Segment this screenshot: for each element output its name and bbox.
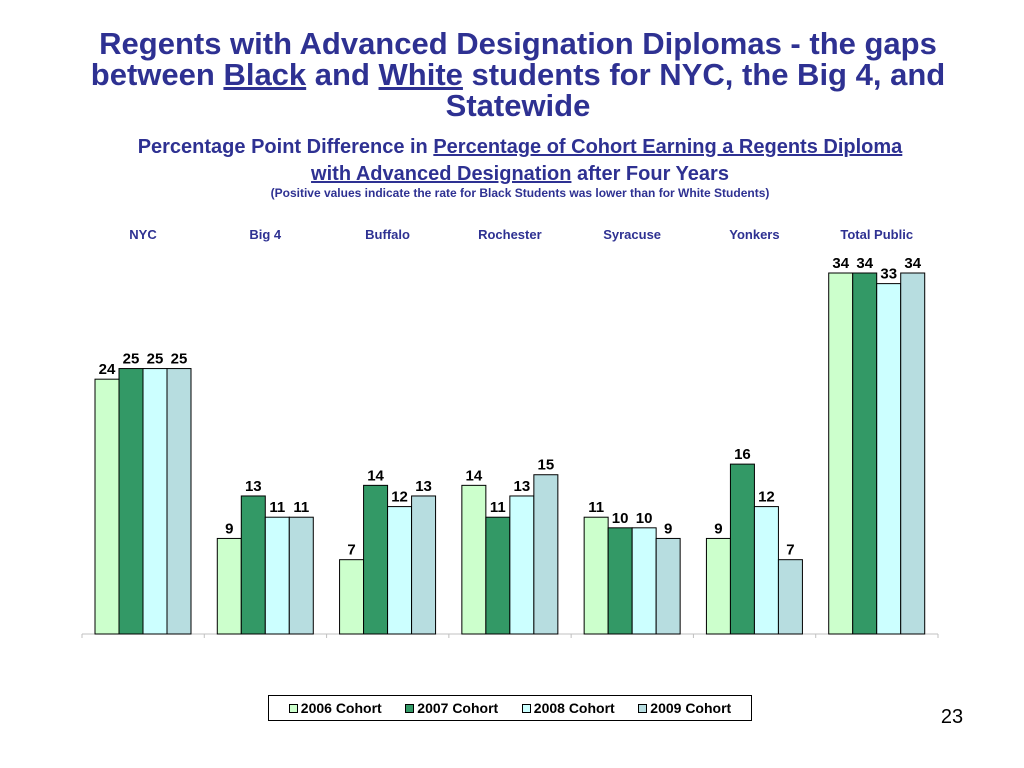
bar (216, 537, 242, 635)
legend-item: 2008 Cohort (521, 700, 615, 716)
bar (828, 272, 854, 635)
data-label: 34 (856, 255, 873, 272)
slide-title: Regents with Advanced Designation Diplom… (30, 28, 1006, 121)
data-label: 34 (904, 255, 921, 272)
legend-item: 2009 Cohort (638, 700, 731, 716)
subtitle-link-2: with Advanced Designation (311, 163, 572, 185)
bar (729, 463, 755, 635)
bar (655, 537, 681, 635)
bar (753, 506, 779, 635)
category-label: Rochester (478, 227, 542, 242)
bar (533, 474, 559, 635)
legend-swatch (405, 703, 415, 713)
data-label: 33 (880, 266, 897, 283)
category-label: Big 4 (249, 227, 282, 242)
data-label: 11 (588, 499, 604, 516)
data-label: 11 (269, 499, 285, 516)
title-line-2: between Black and White students for NYC… (30, 59, 1006, 90)
bar (339, 559, 365, 635)
legend-swatch (638, 703, 648, 713)
category-label: Syracuse (603, 227, 661, 242)
bar (607, 527, 633, 635)
bar (777, 559, 803, 635)
title-black: Black (223, 57, 307, 92)
subtitle-lead: Percentage Point Difference in (137, 136, 428, 158)
bar (363, 484, 389, 635)
data-label: 12 (391, 489, 408, 506)
data-label: 12 (758, 489, 775, 506)
bar (288, 516, 314, 635)
bar (411, 495, 437, 635)
title-line-3: Statewide (445, 88, 591, 123)
data-label: 14 (466, 467, 483, 484)
bar (264, 516, 290, 635)
data-label: 14 (367, 467, 384, 484)
legend-swatch (521, 703, 531, 713)
data-label: 34 (832, 255, 849, 272)
title-white: White (378, 57, 463, 92)
legend-label: 2009 Cohort (650, 700, 732, 716)
subtitle-tail: after Four Years (577, 163, 729, 185)
bar (485, 516, 511, 635)
data-label: 11 (490, 499, 506, 516)
data-label: 13 (514, 478, 531, 495)
data-label: 15 (538, 457, 555, 474)
data-label: 13 (245, 478, 262, 495)
page-number: 23 (940, 706, 964, 728)
data-label: 9 (664, 520, 672, 537)
bar (142, 368, 168, 635)
bar (166, 368, 192, 635)
data-label: 24 (99, 361, 116, 378)
legend-label: 2008 Cohort (533, 700, 615, 716)
bar (876, 283, 902, 635)
legend-label: 2007 Cohort (417, 700, 499, 716)
bar (509, 495, 535, 635)
bar (240, 495, 266, 635)
data-label: 25 (171, 351, 188, 368)
data-label: 7 (347, 542, 355, 559)
title-between: between (90, 57, 215, 92)
chart-note: (Positive values indicate the rate for B… (270, 186, 770, 200)
legend-item: 2007 Cohort (405, 700, 498, 716)
data-label: 16 (734, 446, 751, 463)
bar (705, 537, 731, 635)
bar (631, 527, 657, 635)
title-and: and (314, 57, 370, 92)
bar (900, 272, 926, 635)
subtitle-line-2: with Advanced Designation after Four Yea… (40, 161, 1000, 188)
data-label: 7 (786, 542, 794, 559)
chart-legend: 2006 Cohort 2007 Cohort 2008 Cohort 2009 Co… (268, 695, 752, 721)
title-rest: students for NYC, the Big 4, and (471, 57, 946, 92)
title-line-1: Regents with Advanced Designation Diplom… (99, 26, 937, 61)
bar (583, 516, 609, 635)
data-label: 9 (714, 520, 722, 537)
category-label: Total Public (840, 227, 913, 242)
category-label: NYC (129, 227, 157, 242)
data-label: 10 (612, 510, 629, 527)
category-label: Yonkers (729, 227, 779, 242)
legend-label: 2006 Cohort (300, 700, 382, 716)
chart-subtitle: Percentage Point Difference in Percentag… (40, 134, 1000, 188)
data-label: 9 (225, 520, 233, 537)
bar (461, 484, 487, 635)
category-label: Buffalo (365, 227, 410, 242)
bar (94, 378, 120, 635)
data-label: 25 (123, 351, 140, 368)
data-label: 13 (415, 478, 432, 495)
data-label: 10 (636, 510, 653, 527)
subtitle-link-1: Percentage of Cohort Earning a Regents D… (433, 136, 903, 158)
bar (852, 272, 878, 635)
subtitle-line-1: Percentage Point Difference in Percentag… (40, 134, 1000, 161)
data-label: 11 (293, 499, 309, 516)
bar (387, 506, 413, 635)
legend-swatch (288, 703, 298, 713)
data-label: 25 (147, 351, 164, 368)
bar (118, 368, 144, 635)
legend-item: 2006 Cohort (288, 700, 382, 716)
bar-chart: NYC 24 25 25 25 Big 4 9 13 11 11 Buffalo 7 14 12 13 Roc… (81, 227, 939, 638)
